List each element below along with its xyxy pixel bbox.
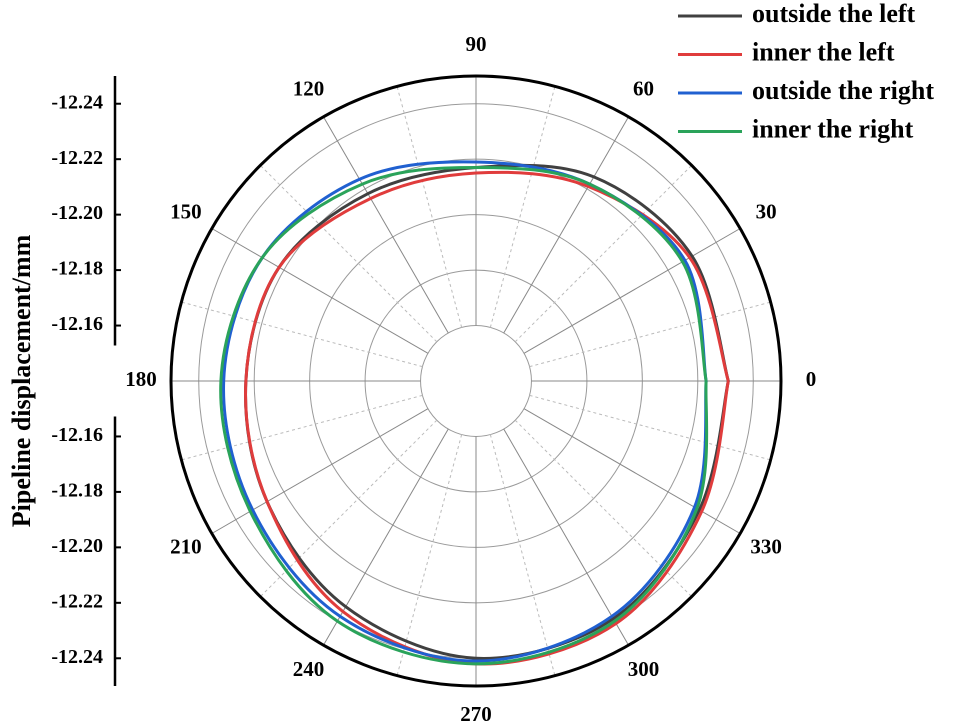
- r-tick-label: -12.20: [51, 535, 103, 557]
- minor-spoke: [396, 86, 463, 328]
- minor-spoke: [529, 301, 771, 368]
- legend-label: inner the left: [752, 37, 895, 66]
- grid-spoke: [211, 408, 429, 534]
- theta-tick-label: 60: [633, 77, 654, 101]
- r-tick-label: -12.20: [51, 202, 103, 224]
- series-line: [244, 170, 730, 666]
- grid-circle: [420, 325, 532, 437]
- r-tick-label: -12.18: [51, 258, 103, 280]
- y-axis-title: Pipeline displacement/mm: [7, 234, 36, 527]
- grid-spoke: [523, 408, 741, 534]
- theta-tick-label: 90: [466, 32, 487, 56]
- minor-spoke: [181, 394, 423, 461]
- r-tick-label: -12.16: [51, 424, 103, 446]
- theta-tick-label: 330: [750, 534, 782, 558]
- legend-label: outside the right: [752, 76, 934, 105]
- theta-tick-label: 120: [293, 77, 325, 101]
- minor-spoke: [396, 434, 463, 676]
- legend-label: outside the left: [752, 0, 916, 28]
- minor-spoke: [489, 434, 556, 676]
- minor-spoke: [529, 394, 771, 461]
- grid-spoke: [323, 428, 449, 646]
- theta-tick-label: 180: [125, 367, 157, 391]
- series-line: [219, 165, 709, 666]
- grid-spoke: [323, 116, 449, 334]
- minor-spoke: [489, 86, 556, 328]
- grid-spoke: [503, 116, 629, 334]
- grid-spoke: [503, 428, 629, 646]
- theta-tick-label: 270: [460, 702, 492, 726]
- outer-circle: [169, 74, 783, 688]
- r-tick-label: -12.24: [51, 91, 103, 113]
- r-tick-label: -12.22: [51, 147, 103, 169]
- grid-spoke: [211, 228, 429, 354]
- theta-tick-label: 210: [170, 534, 202, 558]
- r-tick-label: -12.24: [51, 646, 103, 668]
- theta-tick-label: 0: [806, 367, 817, 391]
- r-tick-label: -12.22: [51, 590, 103, 612]
- theta-tick-label: 30: [756, 199, 777, 223]
- theta-tick-label: 300: [628, 657, 660, 681]
- legend-label: inner the right: [752, 114, 914, 143]
- r-tick-label: -12.18: [51, 480, 103, 502]
- theta-tick-label: 150: [170, 199, 202, 223]
- minor-spoke: [181, 301, 423, 368]
- series-line: [222, 160, 708, 663]
- grid-spoke: [523, 228, 741, 354]
- theta-tick-label: 240: [293, 657, 325, 681]
- r-tick-label: -12.16: [51, 313, 103, 335]
